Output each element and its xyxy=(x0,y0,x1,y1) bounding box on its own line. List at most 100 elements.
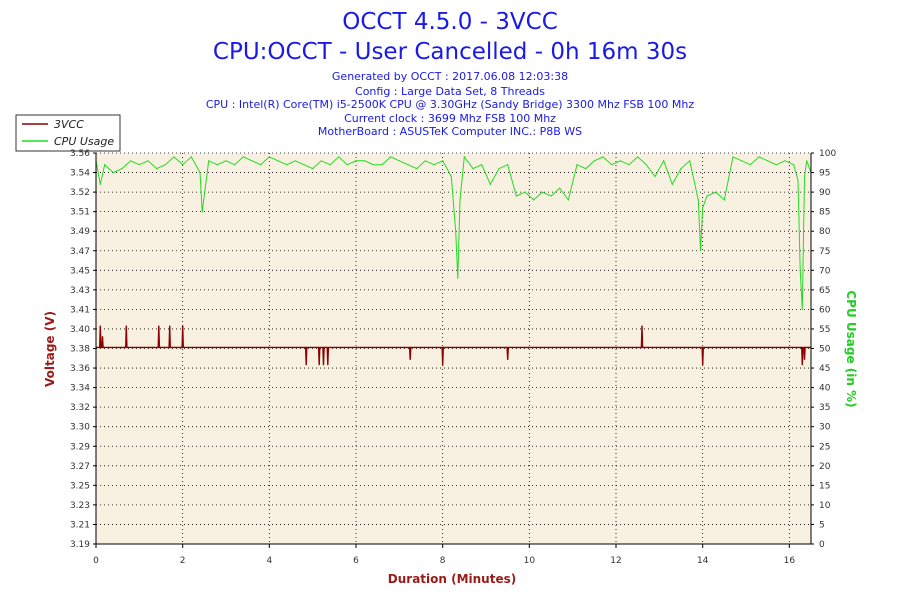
cpu-usage-point xyxy=(442,160,444,162)
cpu-usage-point xyxy=(346,164,348,166)
x-tick-label: 16 xyxy=(784,556,796,566)
y-left-tick-label: 3.36 xyxy=(70,364,90,374)
cpu-usage-point xyxy=(559,187,561,189)
cpu-usage-point xyxy=(112,172,114,174)
cpu-usage-point xyxy=(515,195,517,197)
cpu-usage-point xyxy=(416,168,418,170)
y-right-tick-label: 55 xyxy=(819,325,830,335)
y-left-tick-label: 3.47 xyxy=(70,247,90,257)
cpu-usage-point xyxy=(758,156,760,158)
cpu-usage-point xyxy=(801,308,803,310)
cpu-usage-point xyxy=(715,191,717,193)
cpu-usage-point xyxy=(286,164,288,166)
cpu-usage-point xyxy=(173,156,175,158)
y-left-tick-label: 3.41 xyxy=(70,305,90,315)
3vcc-spike-point xyxy=(101,336,104,338)
3vcc-spike-point xyxy=(181,325,184,328)
cpu-usage-point xyxy=(201,211,203,213)
y-left-tick-label: 3.51 xyxy=(70,208,90,218)
cpu-usage-point xyxy=(784,160,786,162)
cpu-usage-point xyxy=(654,175,656,178)
cpu-usage-point xyxy=(524,191,526,193)
y-left-tick-label: 3.34 xyxy=(70,384,90,394)
cpu-usage-point xyxy=(702,207,704,209)
y-left-tick-label: 3.52 xyxy=(70,188,90,198)
3vcc-spike-point xyxy=(801,363,804,366)
y-right-tick-label: 90 xyxy=(819,188,831,198)
3vcc-spike-point xyxy=(506,358,509,360)
3vcc-spike-point xyxy=(327,363,329,366)
y-left-tick-label: 3.54 xyxy=(70,169,90,179)
cpu-usage-point xyxy=(455,230,457,232)
y-right-axis: 0 5 10 15 20 25 30 35 40 45 50 55 60 65 70 75 80 85 90 95 10… xyxy=(811,149,836,550)
legend-box xyxy=(15,114,121,152)
cpu-usage-point xyxy=(723,199,725,201)
y-left-tick-label: 3.30 xyxy=(70,423,90,433)
cpu-usage-point xyxy=(398,160,400,162)
y-right-tick-label: 25 xyxy=(819,442,830,452)
y-right-tick-label: 95 xyxy=(819,169,830,179)
cpu-usage-point xyxy=(706,195,708,197)
cpu-usage-point xyxy=(312,168,314,170)
y-left-tick-label: 3.29 xyxy=(70,442,90,452)
x-tick-label: 8 xyxy=(440,556,446,566)
cpu-usage-point xyxy=(99,183,101,185)
cpu-usage-point xyxy=(147,160,149,162)
cpu-usage-point xyxy=(450,175,452,178)
cpu-usage-point xyxy=(424,160,426,162)
cpu-usage-point xyxy=(372,164,374,166)
3vcc-spike-point xyxy=(305,363,308,366)
cpu-usage-point xyxy=(741,160,743,162)
x-tick-label: 14 xyxy=(697,556,709,566)
cpu-usage-point xyxy=(663,160,665,162)
cpu-usage-point xyxy=(199,172,201,174)
y-left-tick-label: 3.27 xyxy=(70,462,90,472)
3vcc-spike-point xyxy=(803,358,806,360)
cpu-usage-point xyxy=(611,164,613,166)
x-tick-label: 6 xyxy=(353,556,359,566)
cpu-usage-point xyxy=(130,160,132,162)
y-left-axis-label: Voltage (V) xyxy=(43,311,57,387)
cpu-usage-point xyxy=(364,160,366,162)
cpu-usage-point xyxy=(320,160,322,162)
y-right-tick-label: 50 xyxy=(819,345,831,355)
x-tick-label: 12 xyxy=(610,556,621,566)
cpu-usage-point xyxy=(277,160,279,162)
cpu-usage-point xyxy=(164,164,166,166)
cpu-usage-point xyxy=(803,175,806,178)
cpu-usage-point xyxy=(671,183,673,185)
cpu-usage-point xyxy=(550,195,552,197)
y-right-tick-label: 30 xyxy=(819,423,831,433)
cpu-usage-point xyxy=(260,164,262,166)
cpu-usage-point xyxy=(251,160,253,162)
y-left-axis: 3.19 3.21 3.23 3.25 3.27 3.29 3.30 3.32 3.34 3.36… xyxy=(70,149,96,550)
cpu-usage-point xyxy=(104,164,106,166)
cpu-usage-point xyxy=(767,160,769,162)
chart-title-line2: CPU:OCCT - User Cancelled - 0h 16m 30s xyxy=(213,39,687,65)
cpu-usage-point xyxy=(541,191,543,193)
y-left-tick-label: 3.32 xyxy=(70,403,90,413)
cpu-usage-point xyxy=(433,164,435,166)
cpu-usage-point xyxy=(645,164,647,166)
y-right-tick-label: 15 xyxy=(819,481,830,491)
cpu-usage-point xyxy=(507,164,509,166)
legend-label-cpu: CPU Usage xyxy=(54,135,114,148)
3vcc-spike-point xyxy=(99,325,102,328)
3vcc-spike-point xyxy=(322,363,325,366)
y-left-tick-label: 3.45 xyxy=(70,266,90,276)
cpu-usage-point xyxy=(182,164,184,166)
cpu-usage-point xyxy=(190,156,192,158)
y-right-tick-label: 80 xyxy=(819,227,831,237)
plot-area xyxy=(96,153,811,544)
x-tick-label: 10 xyxy=(524,556,536,566)
x-tick-label: 0 xyxy=(93,556,99,566)
y-right-tick-label: 5 xyxy=(819,520,825,530)
cpu-usage-point xyxy=(338,156,340,158)
cpu-usage-point xyxy=(602,156,604,158)
cpu-usage-point xyxy=(799,269,801,271)
y-left-tick-label: 3.21 xyxy=(70,520,90,530)
cpu-usage-point xyxy=(457,277,459,279)
cpu-usage-point xyxy=(268,156,270,158)
cpu-usage-point xyxy=(156,168,158,170)
